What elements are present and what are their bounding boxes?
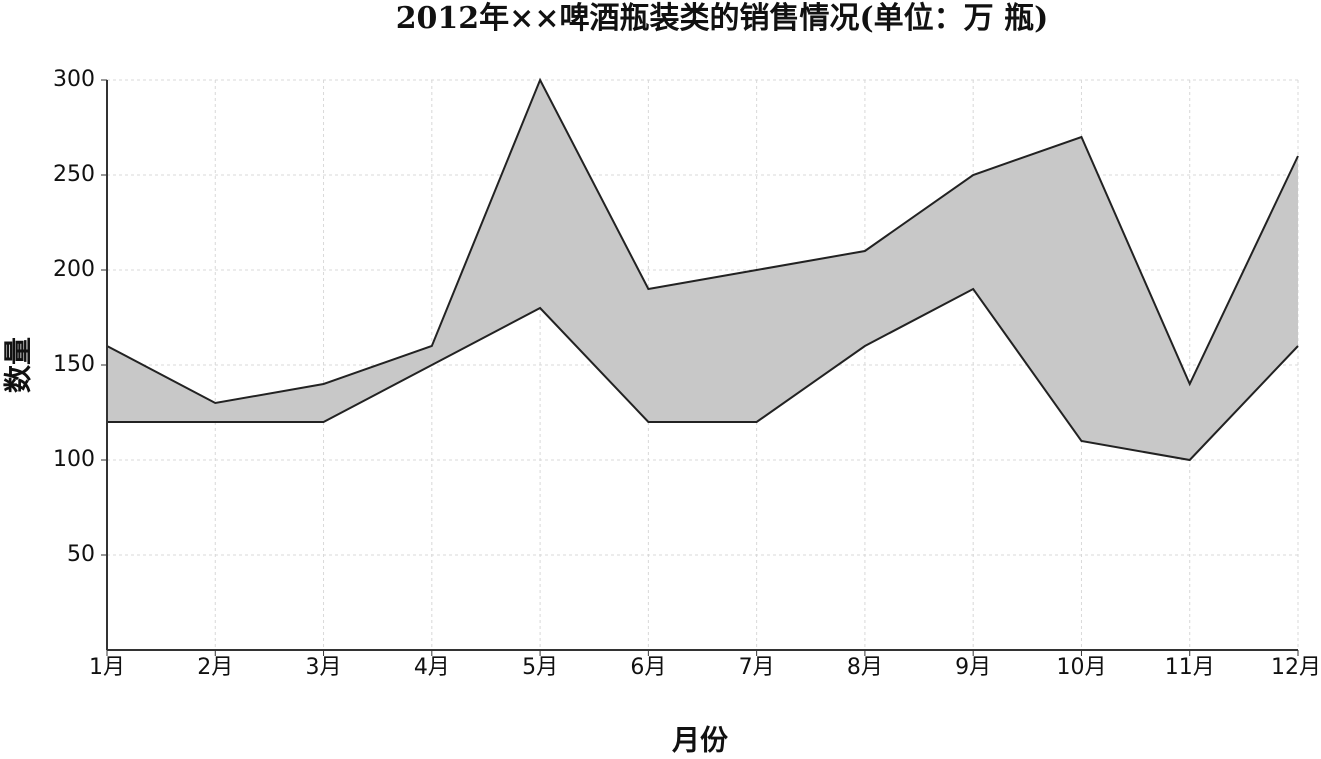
range-fill — [107, 80, 1298, 460]
x-tick-label: 9月 — [955, 655, 991, 680]
x-tick-label: 8月 — [847, 655, 883, 680]
y-tick-label: 150 — [53, 352, 95, 377]
x-tick-label: 5月 — [522, 655, 558, 680]
x-tick-label: 11月 — [1165, 655, 1215, 680]
x-tick-label: 7月 — [739, 655, 775, 680]
x-tick-label: 4月 — [414, 655, 450, 680]
x-axis-title: 月份 — [671, 724, 728, 757]
y-tick-label: 200 — [53, 257, 95, 282]
x-tick-label: 3月 — [306, 655, 342, 680]
x-tick-label: 10月 — [1056, 655, 1106, 680]
x-tick-label: 6月 — [630, 655, 666, 680]
x-tick-label: 12月 — [1271, 655, 1321, 680]
line — [106, 77, 1299, 405]
x-tick-label: 1月 — [89, 655, 125, 680]
y-tick-label: 100 — [53, 447, 95, 472]
chart-title: 2012年××啤酒瓶装类的销售情况(单位：万 瓶) — [396, 1, 1049, 36]
x-tick-label: 2月 — [197, 655, 233, 680]
y-axis-title: 数量 — [2, 337, 35, 393]
line — [107, 287, 1299, 462]
y-tick-label: 50 — [67, 542, 95, 567]
y-tick-label: 300 — [53, 67, 95, 92]
y-tick-label: 250 — [53, 162, 95, 187]
